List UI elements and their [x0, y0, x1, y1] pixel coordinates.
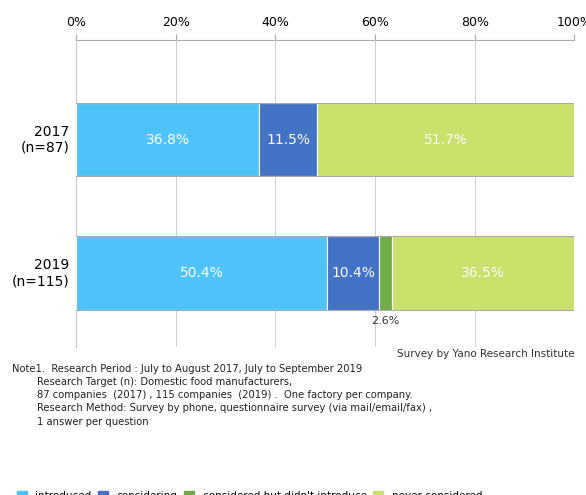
Legend: introduced, considering, considered but didn't introduce, never considered: introduced, considering, considered but … — [16, 491, 482, 495]
Text: 10.4%: 10.4% — [331, 266, 375, 280]
Text: 36.8%: 36.8% — [146, 133, 190, 147]
Text: 51.7%: 51.7% — [424, 133, 468, 147]
Bar — [76, 103, 260, 176]
Text: 11.5%: 11.5% — [266, 133, 310, 147]
Text: Survey by Yano Research Institute: Survey by Yano Research Institute — [397, 349, 574, 359]
Text: 50.4%: 50.4% — [180, 266, 224, 280]
Bar — [317, 103, 574, 176]
Text: Note1.  Research Period : July to August 2017, July to September 2019
        Re: Note1. Research Period : July to August … — [12, 364, 432, 427]
Bar — [392, 237, 574, 310]
Bar — [76, 237, 327, 310]
Text: 2.6%: 2.6% — [372, 316, 400, 327]
Bar — [260, 103, 317, 176]
Bar — [379, 237, 392, 310]
Text: 36.5%: 36.5% — [461, 266, 505, 280]
Bar — [327, 237, 379, 310]
